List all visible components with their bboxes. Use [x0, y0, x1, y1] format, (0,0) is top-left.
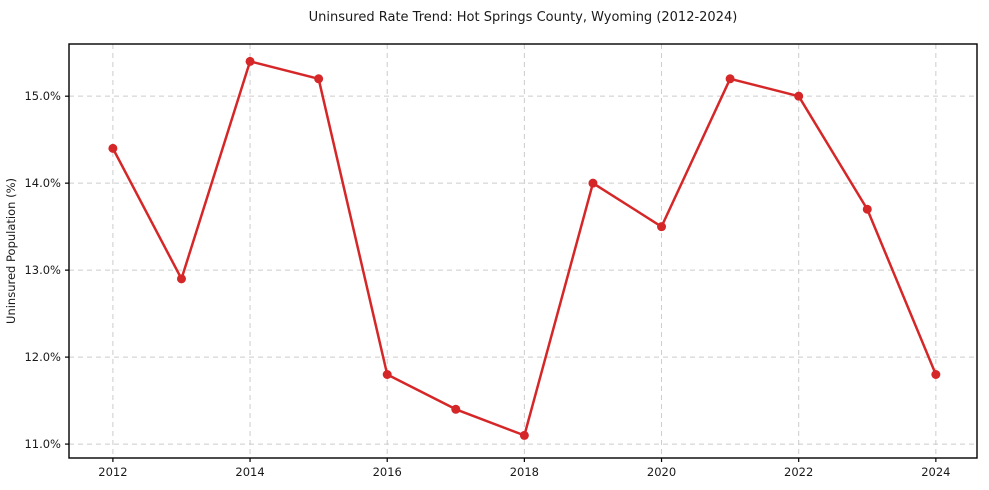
data-point — [176, 274, 186, 284]
y-tick-label: 14.0% — [24, 176, 61, 190]
x-tick-label: 2016 — [373, 465, 402, 479]
y-tick-label: 12.0% — [24, 350, 61, 364]
x-tick-label: 2022 — [784, 465, 813, 479]
data-point — [725, 74, 735, 84]
data-point — [382, 370, 392, 380]
data-point — [794, 91, 804, 101]
x-tick-label: 2012 — [98, 465, 127, 479]
data-point — [519, 430, 529, 440]
data-point — [931, 370, 941, 380]
plot-border — [68, 43, 978, 459]
data-point — [862, 204, 872, 214]
y-tick-label: 13.0% — [24, 263, 61, 277]
data-point — [588, 178, 598, 188]
chart-title: Uninsured Rate Trend: Hot Springs County… — [309, 10, 738, 25]
data-point — [245, 56, 255, 66]
y-tick-label: 15.0% — [24, 89, 61, 103]
x-tick-label: 2014 — [235, 465, 264, 479]
y-tick-label: 11.0% — [24, 437, 61, 451]
x-tick-label: 2020 — [647, 465, 676, 479]
data-point — [451, 404, 461, 414]
plot-area: 2012 2014 2016 2018 2020 2022 2024 11.0% 12.0% 13… — [24, 43, 978, 479]
data-point — [657, 222, 667, 232]
data-point — [108, 143, 118, 153]
y-axis-title: Uninsured Population (%) — [4, 178, 18, 324]
data-point — [314, 74, 324, 84]
x-tick-label: 2024 — [921, 465, 950, 479]
x-tick-label: 2018 — [510, 465, 539, 479]
